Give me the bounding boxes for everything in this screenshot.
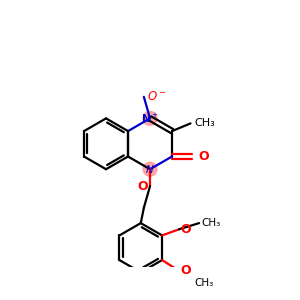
Text: CH₃: CH₃ [194, 278, 214, 288]
Text: O: O [181, 223, 191, 236]
Text: CH₃: CH₃ [201, 218, 220, 228]
Text: $\mathdefault{N}^+$: $\mathdefault{N}^+$ [141, 112, 159, 125]
Circle shape [143, 162, 157, 176]
Text: O: O [181, 264, 191, 277]
Text: CH₃: CH₃ [194, 118, 215, 128]
Circle shape [143, 112, 157, 125]
Text: $O^-$: $O^-$ [147, 90, 167, 103]
Text: $N$: $N$ [145, 163, 155, 175]
Text: O: O [138, 180, 148, 193]
Text: O: O [198, 150, 209, 163]
